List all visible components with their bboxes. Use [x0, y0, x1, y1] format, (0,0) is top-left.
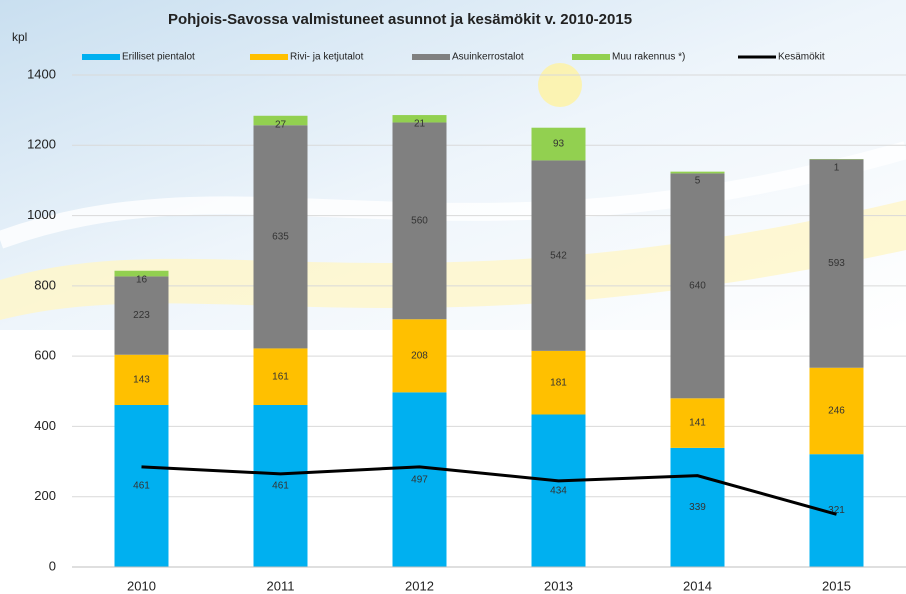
y-tick-label: 600 [34, 348, 56, 363]
x-tick-label: 2010 [127, 578, 156, 593]
legend-label: Erilliset pientalot [122, 52, 195, 63]
legend-marker [412, 54, 450, 60]
data-label: 339 [689, 502, 706, 513]
data-label: 542 [550, 250, 567, 261]
data-label: 141 [689, 418, 706, 429]
data-label: 161 [272, 371, 289, 382]
y-tick-label: 0 [49, 558, 56, 573]
decor [538, 63, 582, 107]
legend-label: Muu rakennus *) [612, 52, 685, 63]
data-label: 461 [272, 481, 289, 492]
bar-segment [671, 172, 725, 174]
data-label: 1 [834, 163, 840, 174]
data-label: 635 [272, 231, 289, 242]
data-label: 461 [133, 481, 150, 492]
data-label: 143 [133, 375, 150, 386]
y-tick-label: 200 [34, 488, 56, 503]
y-axis-label: kpl [12, 30, 27, 44]
data-label: 593 [828, 258, 845, 269]
legend-marker [250, 54, 288, 60]
legend-label: Rivi- ja ketjutalot [290, 52, 364, 63]
data-label: 246 [828, 406, 845, 417]
data-label: 93 [553, 139, 565, 150]
data-label: 21 [414, 119, 426, 130]
data-label: 321 [828, 505, 845, 516]
legend-label: Kesämökit [778, 52, 825, 63]
x-tick-label: 2015 [822, 578, 851, 593]
data-label: 223 [133, 310, 150, 321]
legend-marker [572, 54, 610, 60]
y-tick-label: 400 [34, 418, 56, 433]
x-tick-label: 2014 [683, 578, 712, 593]
data-label: 5 [695, 175, 701, 186]
x-tick-label: 2013 [544, 578, 573, 593]
x-tick-label: 2012 [405, 578, 434, 593]
legend-marker [82, 54, 120, 60]
x-tick-label: 2011 [267, 578, 295, 593]
data-label: 16 [136, 274, 148, 285]
data-label: 640 [689, 280, 706, 291]
data-label: 208 [411, 350, 428, 361]
data-label: 497 [411, 474, 428, 485]
chart: Pohjois-Savossa valmistuneet asunnot ja … [0, 0, 906, 594]
data-label: 434 [550, 485, 567, 496]
y-tick-label: 1400 [27, 66, 56, 81]
data-label: 181 [550, 377, 567, 388]
chart-title: Pohjois-Savossa valmistuneet asunnot ja … [168, 11, 632, 28]
y-tick-label: 1200 [27, 137, 56, 152]
y-tick-label: 800 [34, 277, 56, 292]
legend-label: Asuinkerrostalot [452, 52, 524, 63]
data-label: 560 [411, 215, 428, 226]
page: {"chart_data": {"type": "bar", "stacked"… [0, 0, 906, 594]
y-tick-label: 1000 [27, 207, 56, 222]
data-label: 27 [275, 119, 287, 130]
